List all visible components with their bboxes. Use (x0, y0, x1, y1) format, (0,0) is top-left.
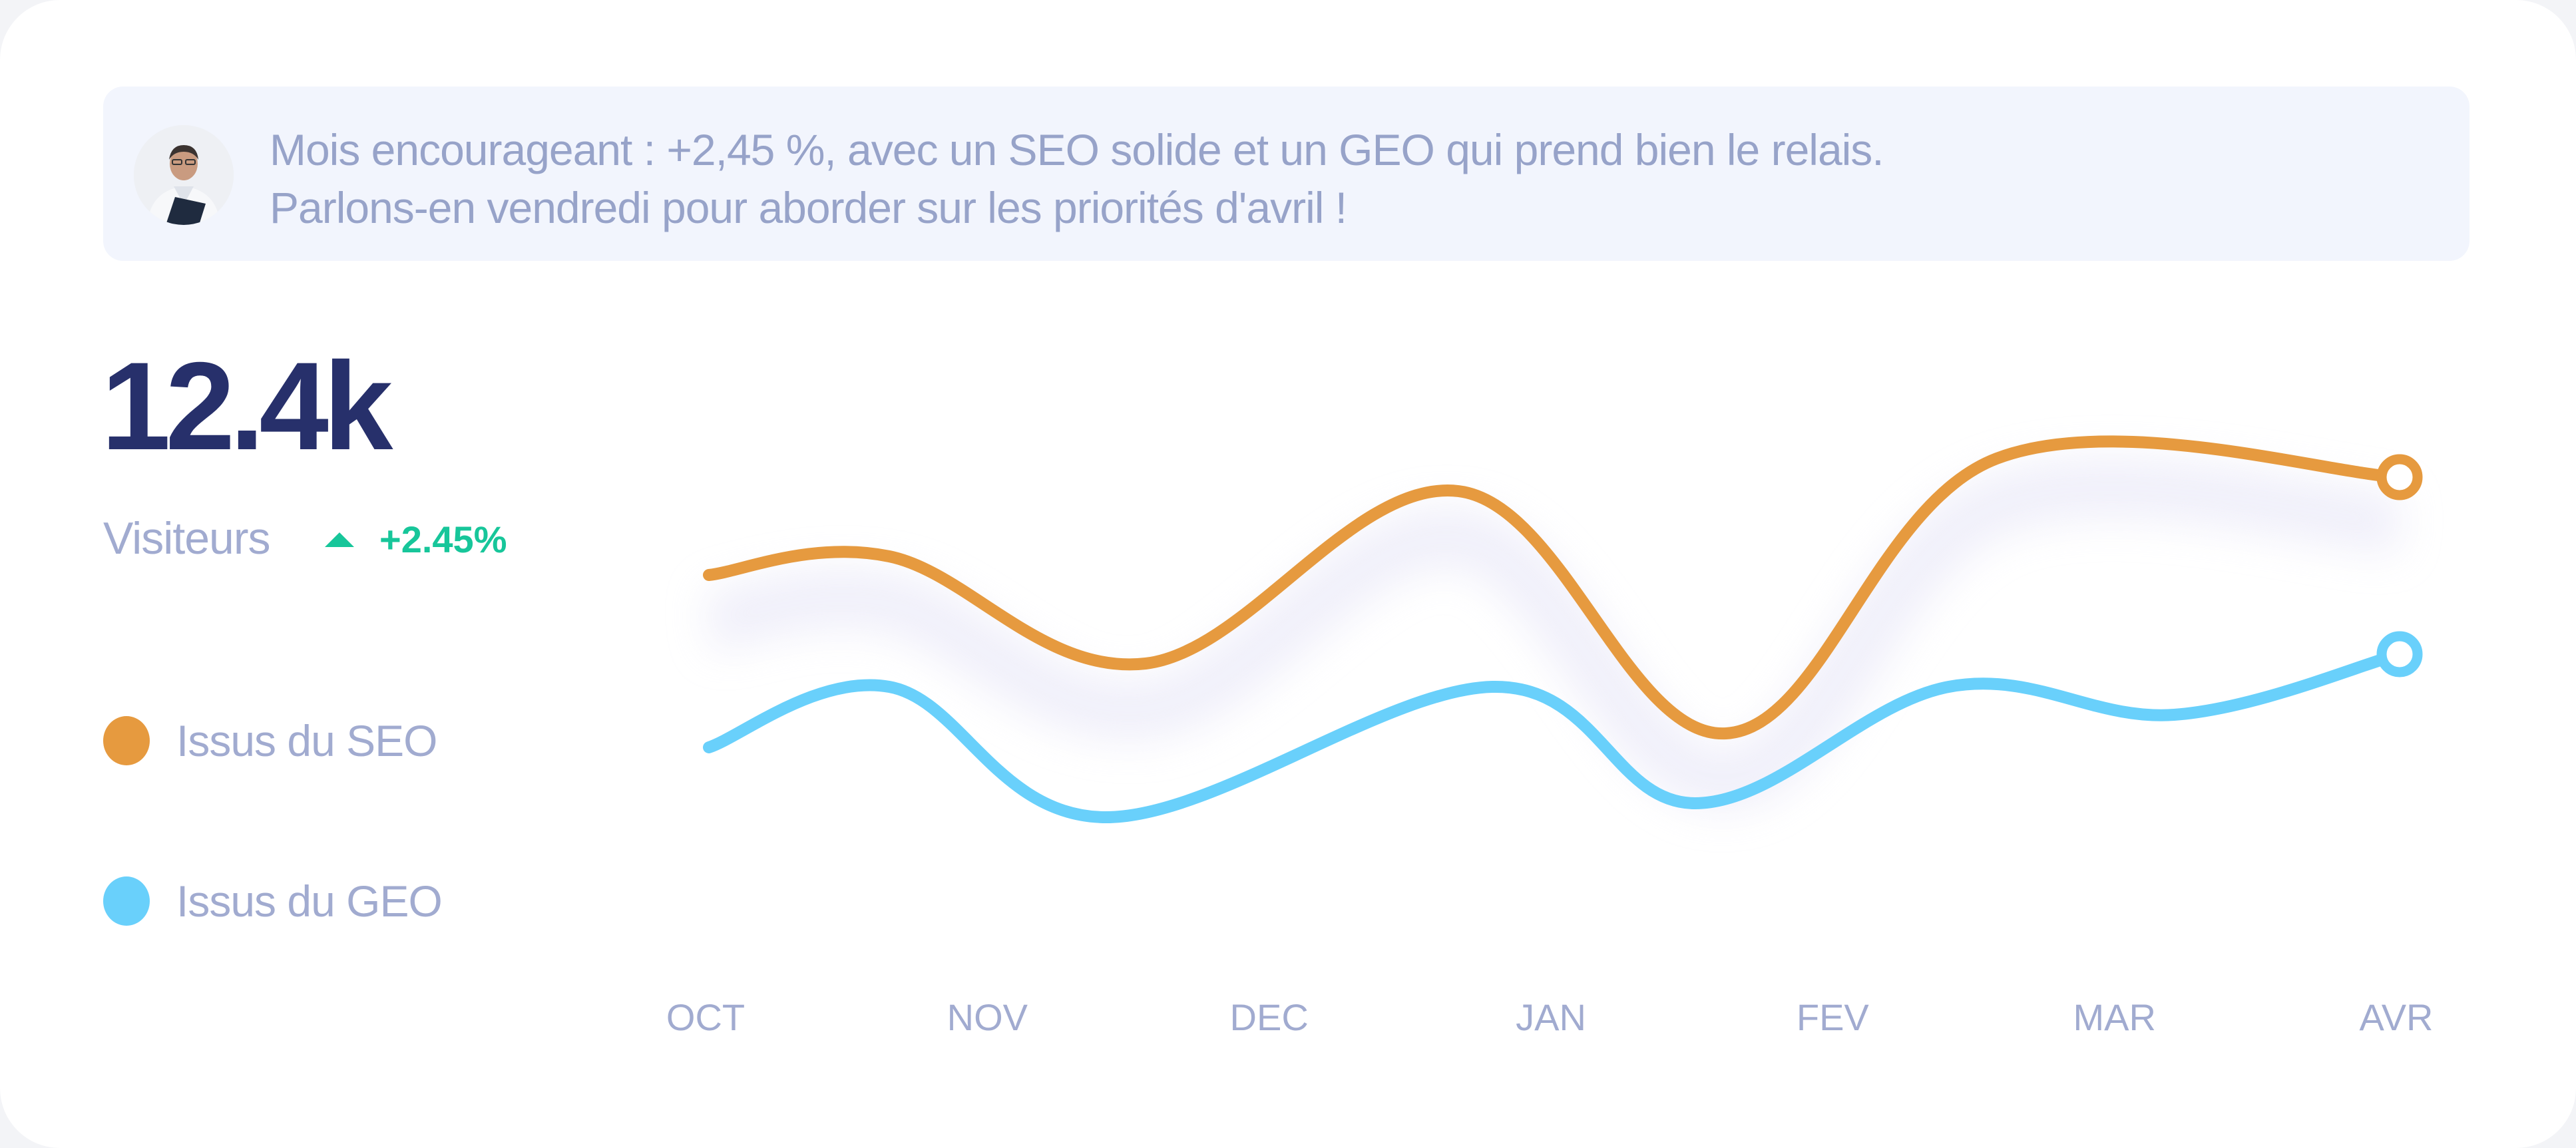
legend-dot-geo (103, 876, 150, 926)
banner-line-1: Mois encourageant : +2,45 %, avec un SEO… (270, 125, 1884, 174)
legend-item-geo: Issus du GEO (103, 876, 443, 926)
kpi-change-value: +2.45% (379, 518, 507, 560)
banner-message: Mois encourageant : +2,45 %, avec un SEO… (270, 121, 1884, 237)
endpoint-marker-seo (2376, 454, 2423, 500)
banner-line-2: Parlons-en vendredi pour aborder sur les… (270, 183, 1347, 232)
x-tick-label: DEC (1230, 996, 1309, 1038)
legend-dot-seo (103, 716, 150, 765)
endpoint-marker-geo (2376, 631, 2423, 677)
x-tick-label: OCT (666, 996, 745, 1038)
x-tick-label: NOV (947, 996, 1028, 1038)
avatar (134, 125, 234, 225)
series-line-geo (703, 648, 2406, 823)
legend-label-geo: Issus du GEO (176, 876, 443, 926)
series-line-seo (703, 435, 2406, 740)
x-tick-label: FEV (1797, 996, 1870, 1038)
x-tick-label: MAR (2073, 996, 2155, 1038)
kpi-change: +2.45% (325, 518, 507, 561)
comment-banner: Mois encourageant : +2,45 %, avec un SEO… (103, 87, 2469, 261)
series-shadow-seo (704, 458, 2402, 810)
legend-item-seo: Issus du SEO (103, 715, 438, 766)
kpi-label: Visiteurs (103, 513, 271, 564)
kpi-value: 12.4k (101, 336, 393, 476)
x-tick-label: AVR (2360, 996, 2434, 1038)
legend-label-seo: Issus du SEO (176, 716, 438, 765)
triangle-up-icon (325, 532, 354, 547)
x-tick-label: JAN (1516, 996, 1586, 1038)
